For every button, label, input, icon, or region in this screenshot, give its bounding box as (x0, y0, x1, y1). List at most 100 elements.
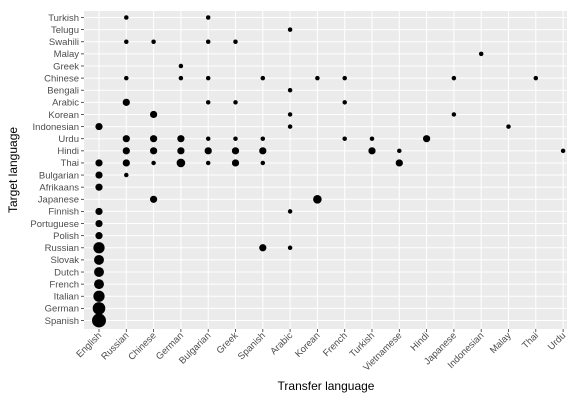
point-english-thai (95, 159, 103, 167)
point-greek-hindi (231, 147, 240, 155)
point-english-slovak (94, 254, 104, 265)
point-chinese-hindi (150, 147, 158, 155)
x-tick-label-russian: Russian (99, 330, 131, 362)
point-russian-bulgarian (124, 172, 129, 178)
point-hindi-urdu (423, 135, 431, 143)
point-bulgarian-swahili (205, 39, 211, 44)
point-russian-swahili (124, 39, 129, 44)
point-arabic-russian (287, 245, 293, 251)
point-korean-chinese (315, 75, 320, 81)
x-tick-label-french: French (321, 330, 350, 359)
point-french-urdu (342, 136, 347, 141)
x-tick-label-chinese: Chinese (126, 330, 158, 362)
y-tick-label-polish: Polish (53, 231, 79, 242)
point-english-italian (93, 290, 105, 302)
point-german-thai (176, 158, 186, 168)
y-tick-label-malay: Malay (54, 49, 80, 60)
point-french-arabic (342, 100, 347, 105)
y-tick-label-portuguese: Portuguese (30, 219, 79, 230)
point-english-bulgarian (95, 171, 103, 179)
point-spanish-thai (260, 160, 266, 166)
point-russian-chinese (124, 75, 129, 81)
point-english-spanish (92, 313, 106, 328)
panel-background (84, 11, 567, 329)
y-tick-label-italian: Italian (54, 292, 79, 303)
y-tick-label-finnish: Finnish (48, 207, 79, 218)
point-german-urdu (177, 135, 185, 143)
point-russian-hindi (122, 147, 130, 155)
point-english-afrikaans (95, 183, 103, 191)
point-arabic-finnish (287, 209, 293, 214)
x-axis-title: Transfer language (278, 379, 375, 393)
point-spanish-chinese (260, 75, 266, 81)
point-arabic-bengali (287, 87, 293, 93)
y-tick-label-chinese: Chinese (44, 73, 79, 84)
point-english-french (94, 279, 104, 290)
y-tick-label-greek: Greek (53, 61, 79, 72)
y-tick-label-german: German (45, 304, 79, 315)
y-tick-label-turkish: Turkish (48, 13, 79, 24)
point-bulgarian-turkish (205, 15, 211, 20)
point-bulgarian-thai (205, 160, 211, 166)
point-arabic-indonesian (287, 124, 293, 129)
point-bulgarian-chinese (205, 75, 211, 81)
y-tick-label-dutch: Dutch (54, 267, 79, 278)
y-tick-label-french: French (49, 279, 79, 290)
y-tick-label-slovak: Slovak (50, 255, 79, 266)
point-bulgarian-urdu (205, 136, 211, 141)
point-german-greek (178, 63, 184, 69)
point-english-polish (95, 232, 103, 240)
point-chinese-korean (150, 110, 158, 119)
point-thai-chinese (533, 75, 539, 81)
point-japanese-chinese (451, 75, 457, 81)
point-russian-turkish (124, 15, 129, 20)
y-tick-label-thai: Thai (61, 158, 79, 169)
point-spanish-russian (259, 244, 267, 252)
point-turkish-hindi (368, 147, 376, 155)
point-malay-indonesian (506, 124, 511, 129)
y-tick-label-urdu: Urdu (58, 134, 79, 145)
y-tick-label-bengali: Bengali (47, 86, 79, 97)
point-korean-japanese (313, 195, 322, 204)
y-tick-label-bulgarian: Bulgarian (39, 170, 79, 181)
point-spanish-hindi (259, 147, 267, 155)
x-tick-label-urdu: Urdu (546, 330, 568, 352)
point-russian-urdu (122, 135, 130, 143)
point-german-hindi (177, 147, 185, 155)
point-greek-thai (231, 159, 240, 167)
x-tick-label-thai: Thai (520, 330, 541, 351)
point-chinese-swahili (151, 39, 156, 44)
point-turkish-urdu (369, 136, 375, 141)
y-tick-label-indonesian: Indonesian (33, 122, 79, 133)
point-english-indonesian (95, 122, 103, 131)
y-tick-label-spanish: Spanish (45, 316, 79, 327)
point-english-dutch (94, 267, 104, 277)
point-urdu-hindi (560, 148, 566, 154)
point-greek-swahili (233, 39, 238, 44)
point-chinese-urdu (150, 135, 158, 143)
y-tick-label-korean: Korean (48, 110, 79, 121)
point-russian-arabic (122, 98, 130, 106)
point-greek-urdu (233, 136, 238, 141)
point-indonesian-malay (478, 51, 484, 57)
gridlines (84, 11, 567, 329)
point-bulgarian-arabic (205, 100, 211, 105)
data-points (92, 15, 566, 328)
point-english-finnish (95, 207, 103, 216)
y-tick-label-afrikaans: Afrikaans (39, 182, 79, 193)
y-tick-label-japanese: Japanese (38, 195, 79, 206)
point-vietnamese-hindi (397, 148, 402, 154)
point-english-portuguese (95, 219, 103, 228)
x-tick-label-korean: Korean (293, 330, 322, 359)
y-axis-title: Target language (6, 127, 20, 213)
x-tick-label-spanish: Spanish (236, 330, 268, 362)
point-vietnamese-thai (395, 159, 403, 167)
point-chinese-thai (151, 160, 156, 166)
x-tick-label-hindi: Hindi (409, 330, 432, 353)
point-english-german (92, 302, 106, 315)
point-english-russian (93, 242, 105, 254)
point-japanese-korean (451, 112, 457, 117)
